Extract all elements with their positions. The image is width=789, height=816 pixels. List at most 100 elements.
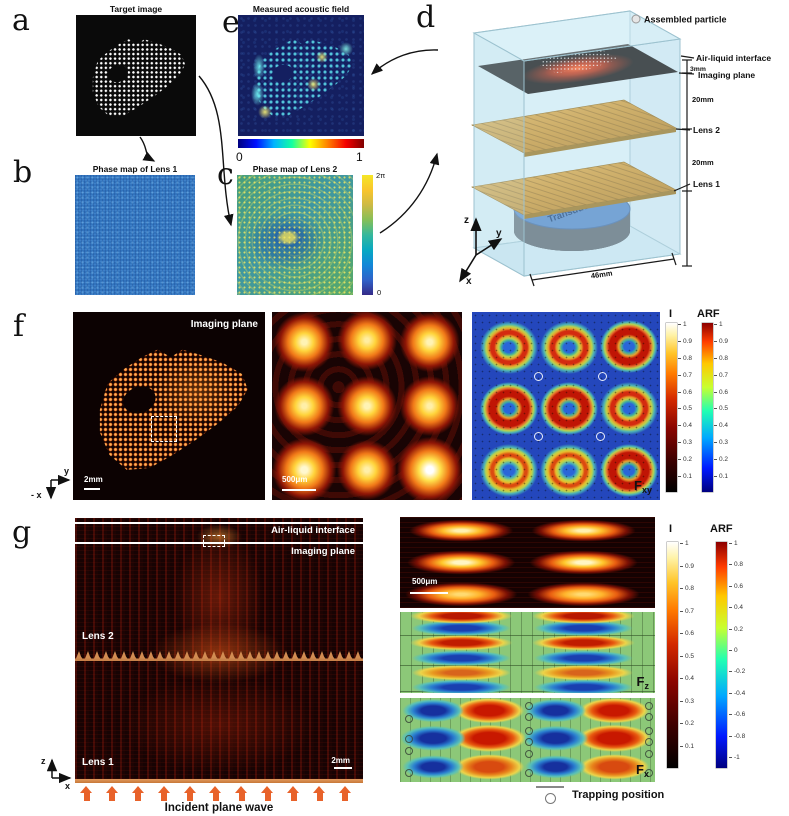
colorbar-tick: 0.6 [714, 389, 728, 396]
scalebar-500um-f [282, 489, 316, 491]
lens1-label-d: Lens 1 [693, 179, 720, 189]
colorbar-tick: 0.3 [714, 439, 728, 446]
bright-spot [338, 41, 353, 56]
colorbar-tick: 0.3 [678, 439, 692, 446]
target-liver-pattern [92, 39, 186, 117]
colorbar-tick: 0.8 [729, 561, 745, 568]
trapping-position-marker [644, 713, 653, 722]
colorbar-c [362, 175, 373, 295]
colorbar-e [238, 139, 364, 148]
trapping-position-marker [644, 726, 653, 735]
force-z-map: Fz [400, 612, 655, 693]
imaging-plane-line [75, 542, 363, 544]
arf-ring [479, 381, 538, 435]
setup-schematic: Transducer Assembled particle [459, 10, 771, 287]
arf-ring [539, 381, 598, 435]
lens1-label-g: Lens 1 [82, 757, 114, 768]
trapping-position-marker [405, 768, 414, 777]
colorbar-tick: 0.8 [678, 355, 692, 362]
colorbar-tick: 1 [680, 540, 694, 547]
trapping-legend-circle [545, 793, 556, 804]
trapping-legend-line [536, 786, 564, 788]
colorbar-tick: 0.2 [729, 626, 745, 633]
arrow-c-to-d [379, 152, 440, 234]
zoom-region-box [151, 416, 177, 442]
colorbar-tick: 1 [678, 321, 692, 328]
colorbar-I-g [667, 542, 678, 768]
measured-acoustic-field-image [238, 15, 364, 136]
colorbar-tick: 0.6 [678, 389, 692, 396]
incident-wave-arrows [80, 786, 352, 801]
lens2-label-g: Lens 2 [82, 631, 114, 642]
colorbar-tick: 0.1 [678, 473, 692, 480]
trapping-position-marker [534, 432, 544, 442]
panel-letter-c: c [217, 157, 234, 192]
axis-z-label-d: z [464, 215, 469, 226]
trapping-position-marker [524, 702, 533, 711]
colorbar-tick: 0.9 [680, 563, 694, 570]
colorbar-tick: 0.9 [714, 338, 728, 345]
arf-ring [539, 443, 598, 497]
bright-spot [253, 53, 266, 80]
scalebar-500um-label-g: 500μm [412, 577, 438, 586]
colorbar-I-f [666, 323, 677, 492]
colorbar-ARF-ticks-f: 1 0.9 0.8 0.7 0.6 0.5 0.4 0.3 0.2 0.1 [714, 321, 728, 480]
scalebar-500um-g [410, 592, 448, 594]
force-z-label: Fz [636, 674, 649, 691]
colorbar-tick: 0.6 [729, 583, 745, 590]
scalebar-2mm-label-f: 2mm [84, 475, 103, 484]
panel-letter-d: d [416, 0, 436, 35]
assembled-particle-label: Assembled particle [644, 15, 727, 25]
gap-20mm-lower-label: 20mm [692, 158, 714, 167]
colorbar-tick: -0.8 [729, 733, 745, 740]
colorbar-ARF-f [702, 323, 713, 492]
panel-letter-g: g [12, 515, 32, 550]
up-arrow-icon [235, 786, 248, 801]
trapping-position-marker [405, 734, 414, 743]
colorbar-tick: 0.4 [678, 422, 692, 429]
bright-spot [250, 81, 264, 106]
panel-letter-f: f [13, 309, 25, 344]
imaging-plane-label-g: Imaging plane [291, 546, 355, 557]
bright-spot [307, 77, 321, 91]
colorbar-ARF-g [716, 542, 727, 768]
axis-y-label-f: y [64, 466, 69, 476]
trapping-position-marker [644, 702, 653, 711]
colorbar-tick: 1 [729, 540, 745, 547]
up-arrow-icon [157, 786, 171, 801]
panel-a-title: Target image [109, 4, 163, 14]
colorbar-tick: 0.9 [678, 338, 692, 345]
intensity-xz-map: 500μm [400, 517, 655, 608]
arf-ring [479, 443, 538, 497]
colorbar-e-max: 1 [356, 150, 363, 164]
imaging-plane-label-d: Imaging plane [698, 70, 755, 80]
colorbar-tick: 0.4 [680, 675, 694, 682]
trapping-position-label: Trapping position [572, 789, 665, 801]
arf-ring [539, 321, 598, 375]
imaging-plane-field-image: Imaging plane 2mm [73, 312, 265, 500]
up-arrow-icon [313, 786, 326, 801]
colorbar-I-ticks-g: 1 0.9 0.8 0.7 0.6 0.5 0.4 0.3 0.2 0.1 [680, 540, 694, 750]
arf-xy-map: Fxy [472, 312, 660, 500]
arrow-d-to-e [370, 49, 439, 75]
assembled-particle-icon [631, 14, 641, 24]
zoomed-intensity-image: 500μm [272, 312, 462, 500]
trapping-position-marker [644, 738, 653, 747]
colorbar-tick: 0.8 [714, 355, 728, 362]
lens1-strip [75, 779, 363, 783]
axis-x-label-d: x [466, 276, 472, 287]
dimension-lines [678, 55, 695, 267]
colorbar-tick: 0.3 [680, 698, 694, 705]
colorbar-tick: 0.6 [680, 630, 694, 637]
trapping-position-marker [524, 768, 533, 777]
trapping-position-marker [597, 372, 607, 382]
scalebar-2mm-f [84, 488, 100, 490]
colorbar-tick: -1 [729, 754, 745, 761]
scalebar-2mm-g [334, 767, 352, 769]
bright-spot [316, 51, 329, 64]
axes-d [459, 217, 503, 283]
imaging-plane-3d [478, 44, 678, 94]
colorbar-tick: 0.2 [714, 456, 728, 463]
colorbar-tick: 0.5 [714, 405, 728, 412]
